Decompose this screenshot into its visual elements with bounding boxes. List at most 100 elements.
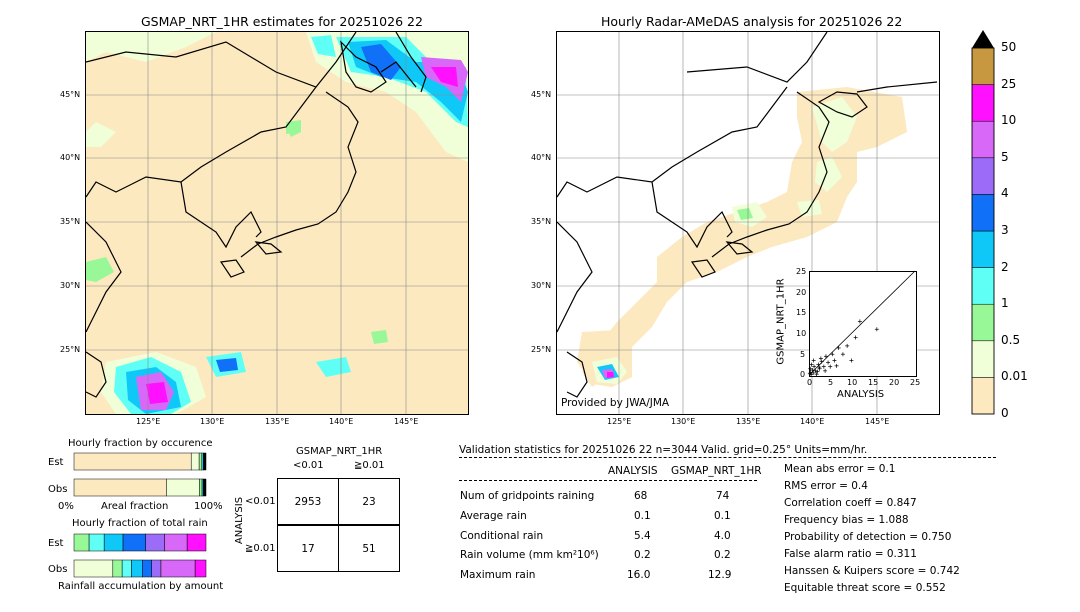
totalrain-obs-label: Obs [48,564,68,575]
bar-segment [164,533,188,552]
left-lat-label-1: 40°N [60,153,81,162]
colorbar-tick-label: 3 [1001,223,1009,237]
validation-row-analysis-4: 16.0 [627,569,651,581]
contingency-col-0: <0.01 [293,460,324,471]
scatter-point [821,364,826,369]
occurrence-bars [73,452,207,497]
inset-ytick-2: 10 [796,329,807,338]
validation-row-label-4: Maximum rain [460,569,536,581]
validation-row-analysis-3: 0.2 [634,549,651,561]
scatter-point [808,370,813,375]
right-lon-label-1: 130°E [671,417,696,426]
scatter-point [812,364,817,369]
scatter-point [811,370,816,375]
colorbar-segment [971,194,995,232]
colorbar [971,30,995,415]
bar-segment [142,559,152,578]
right-coastlines [557,32,938,398]
bar-segment [88,533,105,552]
right-lat-label-3: 30°N [531,281,552,290]
scatter-point [809,362,814,367]
left-map-svg [86,32,468,414]
bar-segment [73,478,167,497]
inset-xtick-5: 25 [910,378,921,387]
colorbar-tick-label: 1 [1001,296,1009,311]
scatter-point [849,358,854,363]
inset-xtick-0: 0 [807,378,813,387]
validation-row-gsmap-1: 0.1 [714,510,731,522]
colorbar-extend-arrow [972,30,994,48]
right-lon-label-0: 125°E [607,417,632,426]
right-lat-label-2: 35°N [531,217,552,226]
inset-xtick-2: 10 [847,378,858,387]
scatter-point [816,362,821,367]
bar-segment [145,533,165,552]
right-rain-coverage [577,87,907,387]
validation-row-analysis-0: 68 [634,490,648,502]
contingency-row-0: <0.01 [245,496,276,507]
inset-ytick-3: 15 [796,308,807,317]
colorbar-tick-label: 10 [1001,113,1017,128]
colorbar-border [971,47,995,415]
colorbar-tick-label: 5 [1001,149,1009,164]
right-map-svg [557,32,939,414]
right-lat-label-4: 25°N [531,345,552,354]
contingency-title: GSMAP_NRT_1HR [296,446,383,457]
inset-scatter [807,270,916,377]
colorbar-segment [971,303,995,342]
validation-dashed-line [459,457,996,458]
bar-segment [112,559,123,578]
colorbar-segment [971,340,995,378]
colorbar-segment [971,84,995,122]
contingency-col-1: ≧0.01 [354,460,385,471]
scatter-point [809,372,814,377]
occurrence-xlabel-right: 100% [194,501,223,512]
validation-col-analysis: ANALYSIS [608,465,658,477]
colorbar-segment [971,157,995,195]
scatter-point [836,345,841,350]
score-1: RMS error = 0.4 [784,480,868,492]
colorbar-segment [971,120,995,159]
contingency-row-axis: ANALYSIS [234,496,246,545]
bar-segment [194,559,207,578]
validation-col-gsmap: GSMAP_NRT_1HR [671,465,762,477]
left-lat-label-4: 25°N [60,345,81,354]
right-lon-label-4: 145°E [865,417,890,426]
bar-segment [186,533,207,552]
scatter-point [853,335,858,340]
scatter-point [834,363,839,368]
contingency-row-1: ≧0.01 [245,543,276,554]
scatter-point [874,327,879,332]
occurrence-est-label: Est [48,457,64,468]
contingency-cell-01: 23 [338,478,400,525]
colorbar-tick-label: 0.5 [1001,332,1021,347]
scatter-point [818,356,823,361]
contingency-cell-11: 51 [338,525,400,572]
scatter-point [814,372,819,377]
colorbar-segment [971,267,995,305]
bar-segment [198,452,203,471]
left-lon-label-3: 140°E [329,417,354,426]
left-map-title: GSMAP_NRT_1HR estimates for 20251026 22 [141,14,423,29]
scatter-point [813,368,818,373]
colorbar-tick-label: 0.01 [1001,369,1028,384]
validation-row-gsmap-2: 4.0 [714,530,731,542]
totalrain-title: Hourly fraction of total rain [72,518,208,529]
score-5: False alarm ratio = 0.311 [784,548,917,560]
score-6: Hanssen & Kuipers score = 0.742 [784,565,960,577]
inset-xlabel: ANALYSIS [837,389,885,400]
bar-segment [131,559,143,578]
contingency-cell-00: 2953 [277,478,339,525]
validation-header: Validation statistics for 20251026 22 n=… [459,444,868,456]
validation-row-gsmap-3: 0.2 [714,549,731,561]
validation-row-gsmap-0: 74 [716,490,730,502]
left-lat-label-3: 30°N [60,281,81,290]
scatter-point [840,352,845,357]
inset-scatter-bg [809,271,917,377]
bar-segment [160,559,196,578]
bar-segment [73,452,192,471]
right-map-title: Hourly Radar-AMeDAS analysis for 2025102… [601,14,903,29]
score-3: Frequency bias = 1.088 [784,514,909,526]
right-lon-label-2: 135°E [736,417,761,426]
totalrain-est-label: Est [48,538,64,549]
